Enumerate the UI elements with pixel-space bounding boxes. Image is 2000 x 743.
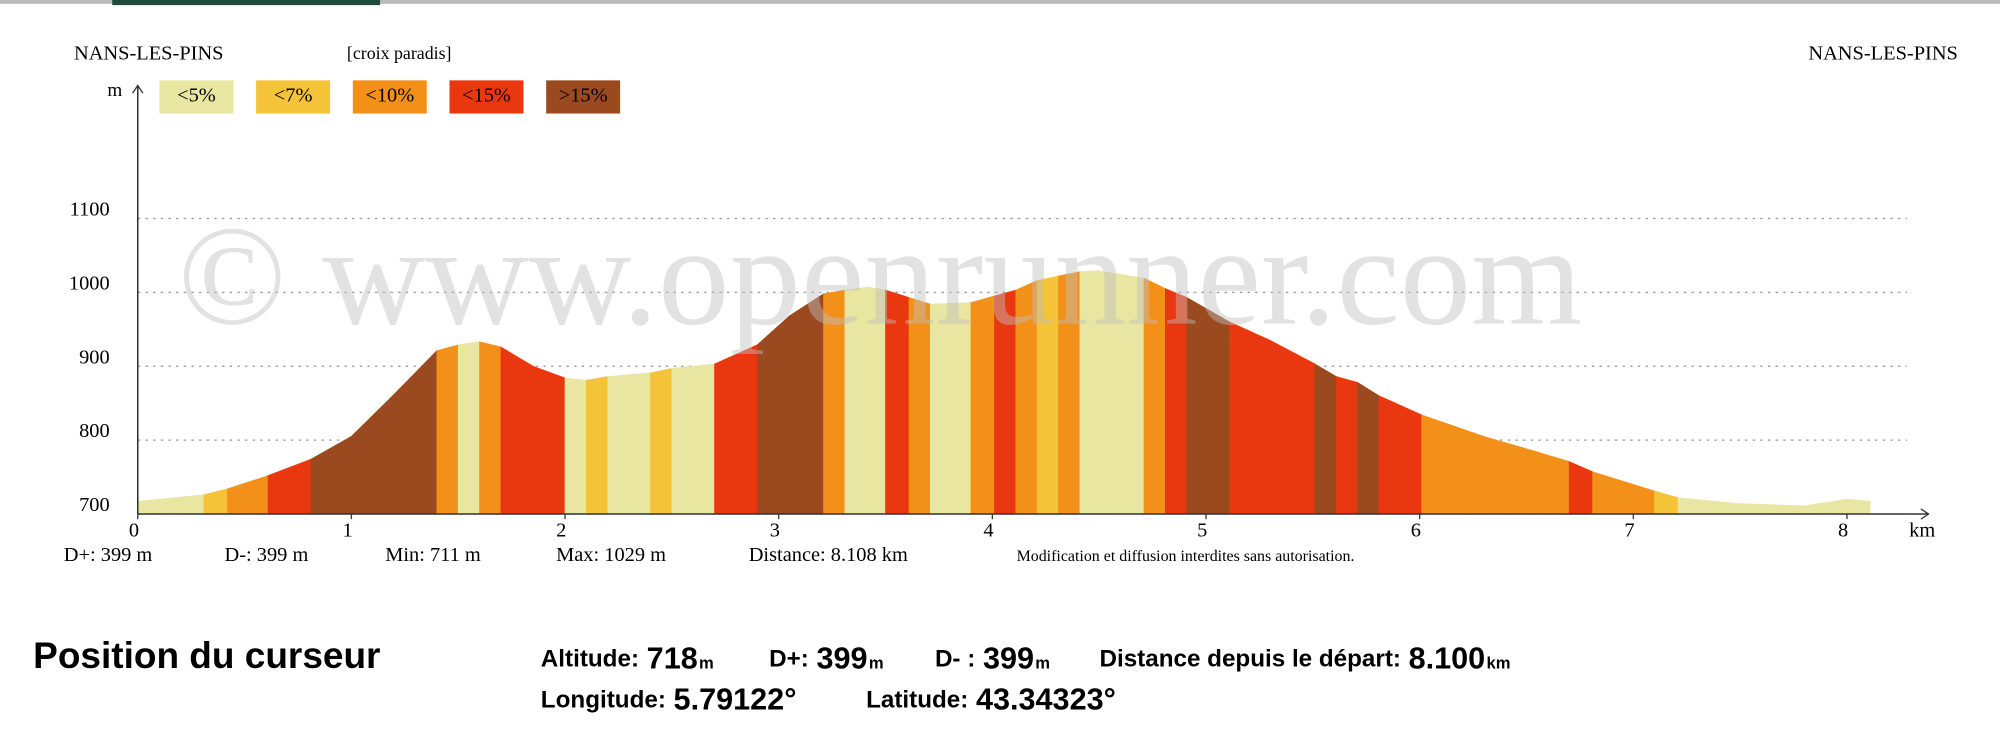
legend-label: >15%	[559, 85, 608, 107]
slope-segment	[457, 341, 480, 515]
x-axis-arrow	[1920, 508, 1930, 520]
legend-label: <10%	[365, 85, 414, 107]
x-tick-label: 8	[1838, 520, 1848, 542]
cursor-value: 8.100	[1409, 642, 1486, 676]
cursor-label: Longitude:	[541, 687, 666, 714]
slope-segment	[1314, 363, 1337, 515]
slope-segment	[1654, 490, 1679, 515]
x-axis-label: km	[1909, 520, 1935, 542]
slope-segment	[1677, 497, 1741, 515]
slope-segment	[1378, 395, 1423, 515]
cursor-unit: m	[1035, 654, 1050, 673]
cursor-unit: m	[869, 654, 884, 673]
slope-segment	[607, 372, 651, 515]
slope-segment	[1803, 498, 1848, 515]
slope-segment	[1846, 498, 1871, 515]
slope-segment	[1335, 376, 1359, 515]
cursor-value: 718	[647, 642, 698, 676]
x-tick-label: 3	[770, 520, 780, 542]
end-label: NANS-LES-PINS	[1808, 43, 1958, 65]
slope-segment	[137, 494, 205, 515]
stat: D-: 399 m	[224, 544, 308, 566]
slope-segment	[479, 341, 502, 515]
cursor-value: 399	[816, 642, 867, 676]
y-tick-label: 1100	[70, 199, 110, 221]
x-tick-label: 6	[1411, 520, 1421, 542]
stat: Min: 711 m	[385, 544, 481, 566]
y-axis-label: m	[107, 80, 122, 101]
slope-segment	[564, 377, 587, 515]
x-tick-label: 7	[1624, 520, 1634, 542]
cursor-item: Longitude: 5.79122°	[541, 683, 797, 717]
y-axis-arrow	[132, 84, 144, 94]
legend-label: <5%	[177, 85, 216, 107]
y-tick-label: 800	[79, 420, 110, 442]
cursor-item: Latitude: 43.34323°	[866, 683, 1116, 717]
slope-segment	[203, 488, 228, 515]
cursor-item: Distance depuis le départ: 8.100km	[1099, 642, 1510, 676]
slope-segment	[1536, 451, 1570, 515]
cursor-label: D+:	[769, 646, 809, 673]
start-label: NANS-LES-PINS	[74, 43, 224, 65]
stat: Max: 1029 m	[556, 544, 666, 566]
route-label: [croix paradis]	[347, 43, 452, 63]
stat: Distance: 8.108 km	[749, 544, 908, 566]
legend-swatch	[159, 80, 234, 114]
slope-segment	[1421, 414, 1485, 515]
cursor-label: Latitude:	[866, 687, 968, 714]
x-tick-label: 2	[556, 520, 566, 542]
slope-segment	[586, 376, 609, 515]
legend-swatch	[256, 80, 331, 114]
cursor-item: D+: 399m	[769, 642, 883, 676]
slope-segment	[671, 363, 715, 515]
slope-segment	[1568, 460, 1594, 515]
cursor-label: Distance depuis le départ:	[1099, 646, 1400, 673]
x-tick-label: 5	[1197, 520, 1207, 542]
x-tick-label: 1	[342, 520, 352, 542]
legend-swatch	[546, 80, 621, 114]
slope-segment	[1269, 339, 1316, 515]
cursor-value: 399	[983, 642, 1034, 676]
slope-segment	[1483, 435, 1538, 515]
cursor-item: D- : 399m	[935, 642, 1050, 676]
legend-label: <7%	[274, 85, 313, 107]
x-tick-label: 4	[983, 520, 993, 542]
slope-segment	[267, 458, 312, 515]
cursor-unit: km	[1487, 654, 1511, 673]
slope-segment	[393, 349, 438, 515]
slope-segment	[532, 365, 566, 515]
slope-segment	[1357, 381, 1380, 515]
y-tick-label: 1000	[69, 272, 110, 294]
stat: D+: 399 m	[64, 544, 153, 566]
slope-segment	[500, 346, 534, 515]
y-tick-label: 900	[79, 346, 110, 368]
slope-segment	[1739, 503, 1805, 515]
active-tab[interactable]	[112, 0, 381, 6]
top-bar	[0, 0, 2000, 4]
cursor-unit: m	[699, 654, 714, 673]
slope-segment	[436, 344, 459, 515]
y-tick-label: 700	[79, 494, 110, 516]
cursor-title: Position du curseur	[33, 635, 380, 676]
legend-label: <15%	[462, 85, 511, 107]
slope-segment	[650, 368, 673, 515]
slope-segment	[310, 435, 352, 515]
cursor-label: Altitude:	[541, 646, 639, 673]
cursor-value: 43.34323°	[976, 683, 1116, 717]
cursor-value: 5.79122°	[674, 683, 797, 717]
notice: Modification et diffusion interdites san…	[1017, 548, 1355, 565]
watermark: © www.openrunner.com	[178, 197, 1582, 355]
slope-segment	[351, 393, 395, 515]
x-tick-label: 0	[129, 520, 139, 542]
slope-segment	[227, 475, 269, 515]
slope-segment	[714, 344, 758, 515]
cursor-item: Altitude: 718m	[541, 642, 714, 676]
cursor-label: D- :	[935, 646, 975, 673]
legend-swatch	[449, 80, 524, 114]
slope-segment	[1592, 471, 1656, 515]
legend-swatch	[352, 80, 427, 114]
